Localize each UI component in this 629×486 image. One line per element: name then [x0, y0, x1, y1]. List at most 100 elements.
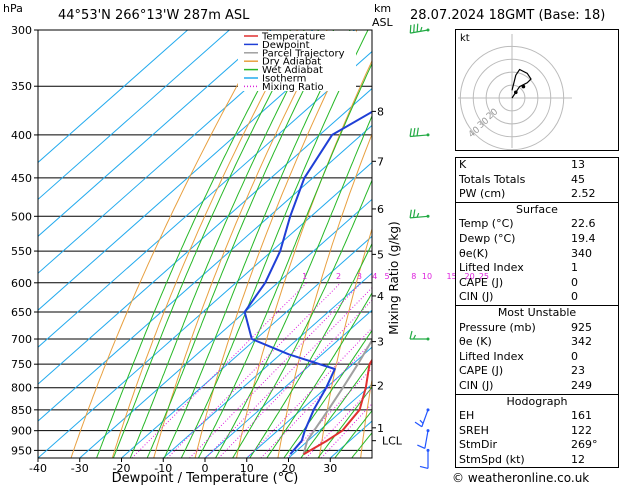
wind-barb-base: [426, 448, 430, 452]
altitude-tick-label: 8: [377, 105, 384, 118]
surface-row: CAPE (J) 0: [456, 276, 618, 291]
mixing-ratio-line: [205, 286, 372, 458]
wind-barb-flag: [409, 209, 412, 218]
asl-label: ASL: [372, 16, 393, 29]
hodograph-box: kt 40 30 20: [455, 29, 619, 151]
hodograph-stat-value: 269°: [571, 438, 598, 452]
credit-footer: © weatheronline.co.uk: [452, 471, 590, 485]
most-unstable-label: CAPE (J): [459, 364, 504, 378]
wet-adiabat-line: [163, 30, 351, 458]
surface-label: Lifted Index: [459, 261, 524, 275]
legend-label: Dry Adiabat: [262, 57, 321, 68]
most-unstable-label: θe (K): [459, 335, 492, 349]
mixing-ratio-label: 5: [385, 272, 390, 281]
mixing-ratio-label: 1: [302, 272, 307, 281]
pressure-tick-label: 300: [11, 24, 32, 37]
most-unstable-value: 0: [571, 349, 578, 363]
wind-barb-flag: [416, 23, 419, 32]
altitude-tick-label: 7: [377, 155, 384, 168]
altitude-tick-label: 3: [377, 336, 384, 349]
wind-barb-base: [426, 133, 430, 137]
index-label: PW (cm): [459, 187, 506, 201]
dry-adiabat-line: [277, 132, 372, 458]
wind-barb-base: [426, 408, 430, 412]
surface-row: Temp (°C) 22.6: [456, 217, 618, 232]
wet-adiabat-line: [112, 30, 305, 458]
wet-adiabat-line: [96, 30, 292, 458]
surface-value: 0: [571, 290, 578, 304]
legend-label: Temperature: [261, 32, 325, 43]
most-unstable-row: Pressure (mb) 925: [456, 321, 618, 336]
legend-label: Mixing Ratio: [262, 82, 324, 93]
index-row: K 13: [456, 158, 618, 173]
most-unstable-value: 342: [571, 335, 592, 349]
mixing-ratio-label: 3: [357, 272, 362, 281]
mixing-ratio-label: 2: [336, 272, 341, 281]
most-unstable-row: Lifted Index 0: [456, 350, 618, 365]
index-value: 13: [571, 158, 585, 171]
pressure-unit-label: hPa: [3, 2, 23, 15]
dry-adiabat-line: [153, 30, 328, 458]
hodograph-storm-marker: [521, 84, 526, 89]
wind-barb-staff: [424, 430, 429, 449]
dry-adiabat-line: [360, 377, 372, 458]
surface-row: Lifted Index 1: [456, 261, 618, 276]
most-unstable-row: CIN (J) 249: [456, 379, 618, 394]
index-row: Totals Totals 45: [456, 173, 618, 188]
mixing-ratio-line: [260, 341, 372, 458]
wet-adiabat-line: [317, 386, 372, 458]
wind-barb-flag: [416, 212, 420, 218]
wind-barb-flag: [412, 127, 416, 137]
wind-barb-staff: [421, 409, 429, 427]
hodograph-stat-row: SREH 122: [456, 424, 618, 439]
mixing-ratio-label: 8: [411, 272, 416, 281]
wet-adiabat-line: [334, 409, 372, 458]
index-label: Totals Totals: [459, 172, 526, 186]
wet-adiabat-line: [232, 178, 372, 458]
most-unstable-title: Most Unstable: [456, 304, 618, 321]
dry-adiabat-line: [194, 30, 358, 458]
wind-barb-base: [426, 214, 430, 218]
pressure-tick-label: 750: [11, 358, 32, 371]
wind-barb-staff: [410, 29, 429, 34]
wind-barb-staff: [410, 215, 429, 219]
isotherm-line: [38, 30, 230, 201]
surface-label: CIN (J): [459, 290, 494, 304]
temperature-tick-label: -10: [154, 462, 172, 475]
hodograph-trace: [511, 68, 532, 99]
hodograph-stat-label: StmSpd (kt): [459, 452, 525, 466]
hodograph-stat-label: EH: [459, 409, 475, 423]
altitude-tick-label: 4: [377, 290, 384, 303]
pressure-tick-label: 500: [11, 210, 32, 223]
hodograph-table-title: Hodograph: [456, 393, 618, 410]
temperature-tick-label: 20: [282, 462, 296, 475]
isotherm-line: [38, 87, 372, 385]
temperature-tick-label: 10: [240, 462, 254, 475]
surface-label: θe(K): [459, 246, 489, 260]
wind-barb-base: [426, 337, 430, 341]
most-unstable-value: 925: [571, 320, 592, 334]
pressure-tick-label: 350: [11, 80, 32, 93]
mixing-ratio-label: 25: [479, 272, 489, 281]
mixing-ratio-axis-label: Mixing Ratio (g/kg): [387, 221, 401, 334]
hodograph-stat-row: StmSpd (kt) 12: [456, 453, 618, 468]
isotherm-line: [121, 235, 372, 458]
hodograph-stat-label: SREH: [459, 423, 489, 437]
most-unstable-row: θe (K) 342: [456, 335, 618, 350]
isotherm-line: [38, 161, 372, 458]
altitude-tick-label: 6: [377, 203, 384, 216]
wind-barb-base: [426, 429, 430, 433]
wind-barb-base: [426, 28, 430, 32]
isotherm-line: [38, 30, 314, 274]
wind-barb-flag: [419, 465, 429, 469]
legend-label: Isotherm: [262, 74, 306, 85]
altitude-tick-label: 5: [377, 248, 384, 261]
surface-value: 1: [571, 261, 578, 275]
wind-barb-flag: [409, 24, 412, 34]
dry-adiabat-line: [111, 30, 298, 458]
wet-adiabat-line: [197, 62, 372, 458]
mixing-ratio-line: [246, 327, 372, 458]
hodograph-stat-row: StmDir 269°: [456, 438, 618, 453]
